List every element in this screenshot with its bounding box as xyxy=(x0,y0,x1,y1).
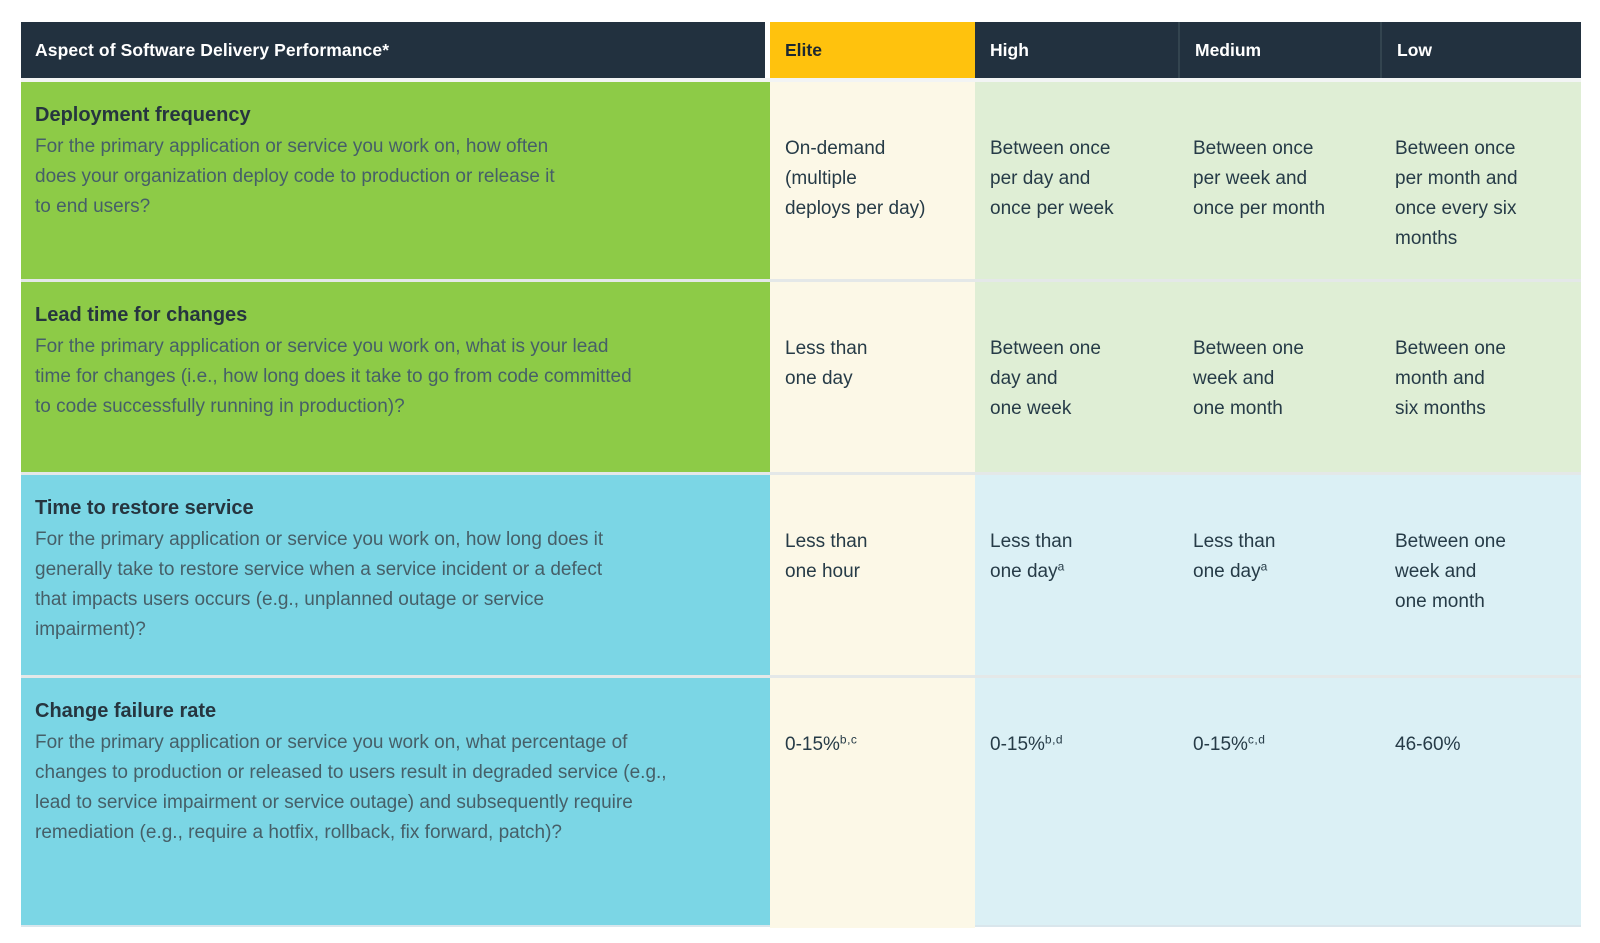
cell-value: Between one month and six months xyxy=(1395,338,1506,419)
cell-elite: Less than one hour xyxy=(770,475,975,675)
table-header-row: Aspect of Software Delivery Performance*… xyxy=(21,22,1581,78)
row-divider xyxy=(21,78,1581,82)
cell-low: Between one week and one month xyxy=(1380,475,1581,675)
row-change-failure-rate: Change failure rate For the primary appl… xyxy=(21,678,1581,925)
cell-value: Between one day and one week xyxy=(990,338,1101,419)
bottom-edge-segment xyxy=(21,925,770,927)
cell-elite: 0-15%b,c xyxy=(770,678,975,925)
question-cell: Time to restore service For the primary … xyxy=(21,475,770,675)
cell-medium: Between once per week and once per month xyxy=(1178,82,1380,279)
cell-value: 46-60% xyxy=(1395,734,1461,755)
cell-value: Less than one day xyxy=(785,338,868,389)
row-title: Change failure rate xyxy=(35,700,217,722)
header-elite-label: Elite xyxy=(785,39,822,60)
row-description: For the primary application or service y… xyxy=(35,136,555,217)
cell-high: Between once per day and once per week xyxy=(975,82,1178,279)
cell-value: On-demand (multiple deploys per day) xyxy=(785,138,926,219)
bottom-edge-elite-segment xyxy=(770,925,975,928)
cell-elite: Less than one day xyxy=(770,282,975,472)
cell-high: Between one day and one week xyxy=(975,282,1178,472)
cell-value: Between one week and one month xyxy=(1193,338,1304,419)
row-deployment-frequency: Deployment frequency For the primary app… xyxy=(21,82,1581,279)
header-high-label: High xyxy=(990,39,1029,60)
row-description: For the primary application or service y… xyxy=(35,732,667,843)
footnote-marker: a xyxy=(1057,559,1065,574)
footnote-marker: c,d xyxy=(1247,732,1266,747)
cell-low: 46-60% xyxy=(1380,678,1581,925)
row-time-to-restore-service: Time to restore service For the primary … xyxy=(21,475,1581,675)
cell-high: 0-15%b,d xyxy=(975,678,1178,925)
cell-medium: Less than one daya xyxy=(1178,475,1380,675)
cell-value: Less than one day xyxy=(990,531,1073,582)
header-elite: Elite xyxy=(770,22,975,78)
cell-elite: On-demand (multiple deploys per day) xyxy=(770,82,975,279)
cell-high: Less than one daya xyxy=(975,475,1178,675)
row-divider xyxy=(21,279,1581,282)
cell-medium: Between one week and one month xyxy=(1178,282,1380,472)
cell-value: Less than one day xyxy=(1193,531,1276,582)
cell-value: Between once per week and once per month xyxy=(1193,138,1326,219)
header-medium-label: Medium xyxy=(1195,39,1262,60)
cell-value: Between once per day and once per week xyxy=(990,138,1114,219)
header-low: Low xyxy=(1380,22,1581,78)
header-aspect-label: Aspect of Software Delivery Performance* xyxy=(35,39,390,60)
row-description: For the primary application or service y… xyxy=(35,336,632,417)
header-aspect: Aspect of Software Delivery Performance* xyxy=(21,22,770,78)
row-lead-time-for-changes: Lead time for changes For the primary ap… xyxy=(21,282,1581,472)
question-cell: Deployment frequency For the primary app… xyxy=(21,82,770,279)
footnote-marker: a xyxy=(1260,559,1268,574)
cell-value: Between one week and one month xyxy=(1395,531,1506,612)
table-bottom-edge xyxy=(21,925,1581,928)
header-medium: Medium xyxy=(1178,22,1380,78)
cell-value: 0-15% xyxy=(785,734,840,755)
row-description: For the primary application or service y… xyxy=(35,529,604,640)
row-title: Lead time for changes xyxy=(35,304,248,326)
cell-medium: 0-15%c,d xyxy=(1178,678,1380,925)
cell-value: Less than one hour xyxy=(785,531,868,582)
cell-value: 0-15% xyxy=(990,734,1045,755)
footnote-marker: b,d xyxy=(1044,732,1064,747)
question-cell: Change failure rate For the primary appl… xyxy=(21,678,770,925)
header-low-label: Low xyxy=(1397,39,1432,60)
software-delivery-performance-table: Aspect of Software Delivery Performance*… xyxy=(21,22,1581,928)
cell-value: 0-15% xyxy=(1193,734,1248,755)
row-title: Deployment frequency xyxy=(35,104,251,126)
cell-value: Between once per month and once every si… xyxy=(1395,138,1518,249)
footnote-marker: b,c xyxy=(839,732,858,747)
cell-low: Between once per month and once every si… xyxy=(1380,82,1581,279)
bottom-edge-segment xyxy=(975,925,1581,927)
question-cell: Lead time for changes For the primary ap… xyxy=(21,282,770,472)
cell-low: Between one month and six months xyxy=(1380,282,1581,472)
row-title: Time to restore service xyxy=(35,497,254,519)
row-divider xyxy=(21,472,1581,475)
header-high: High xyxy=(975,22,1178,78)
row-divider xyxy=(21,675,1581,678)
